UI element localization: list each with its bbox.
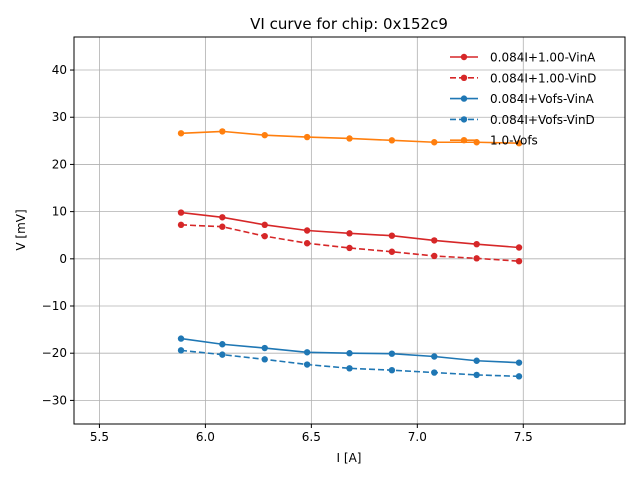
- data-point: [219, 128, 226, 135]
- data-point: [431, 237, 438, 244]
- series-line: [180, 349, 520, 378]
- data-point: [473, 357, 480, 364]
- data-point: [515, 139, 523, 147]
- data-point: [388, 366, 396, 374]
- data-point: [473, 371, 480, 379]
- data-point: [261, 344, 268, 352]
- legend-marker: [460, 53, 468, 61]
- data-point: [515, 257, 523, 265]
- legend-marker: [460, 116, 468, 123]
- data-point: [346, 135, 353, 142]
- x-tick-label: 7.0: [408, 430, 427, 444]
- data-point: [346, 244, 353, 252]
- legend-label: 0.084I+1.00-VinD: [490, 71, 596, 85]
- data-point: [346, 230, 353, 237]
- data-point: [219, 223, 226, 230]
- data-point: [303, 240, 311, 247]
- data-point: [219, 214, 226, 221]
- data-point: [515, 373, 523, 380]
- x-tick-label: 6.5: [302, 430, 321, 444]
- legend-marker: [460, 137, 468, 144]
- legend-label: 1.0-Vofs: [490, 134, 538, 148]
- legend-marker: [460, 95, 468, 102]
- data-point: [303, 227, 311, 234]
- data-point: [515, 359, 523, 366]
- data-point: [303, 349, 311, 356]
- data-point: [261, 232, 268, 240]
- y-tick-label: −20: [42, 346, 67, 360]
- data-point: [473, 255, 480, 262]
- data-point: [177, 130, 185, 137]
- data-point: [515, 244, 523, 251]
- legend: 0.084I+1.00-VinA 0.084I+1.00-VinD 0.084I+V…: [450, 51, 596, 148]
- data-point: [388, 137, 396, 144]
- y-tick-label: 30: [52, 110, 67, 124]
- legend-label: 0.084I+1.00-VinA: [490, 51, 596, 65]
- x-axis-label: I [A]: [337, 451, 362, 465]
- data-point: [473, 240, 480, 248]
- x-tick-label: 6.0: [196, 430, 215, 444]
- data-point: [177, 221, 185, 229]
- data-point: [219, 341, 226, 348]
- data-point: [346, 350, 353, 357]
- legend-label: 0.084I+Vofs-VinD: [490, 113, 595, 127]
- data-point: [303, 361, 311, 368]
- data-point: [431, 353, 438, 360]
- x-tick-label: 5.5: [90, 430, 109, 444]
- y-tick-label: 10: [52, 205, 67, 219]
- y-tick-label: −30: [42, 393, 67, 407]
- data-point: [177, 347, 185, 354]
- data-point: [261, 221, 268, 229]
- plot-frame: [73, 36, 626, 425]
- data-point: [388, 350, 396, 357]
- series-line: [180, 211, 520, 249]
- data-point: [261, 131, 268, 139]
- data-point: [346, 365, 353, 372]
- y-axis-label: V [mV]: [14, 209, 28, 250]
- series-line: [180, 224, 520, 262]
- y-tick-label: 40: [52, 63, 67, 77]
- legend-label: 0.084I+Vofs-VinA: [490, 92, 595, 106]
- data-point: [177, 335, 185, 342]
- data-point: [431, 139, 438, 146]
- data-point: [177, 209, 185, 216]
- data-point: [388, 248, 396, 255]
- y-tick-label: 20: [52, 157, 67, 171]
- data-point: [219, 351, 226, 358]
- x-tick-label: 7.5: [514, 430, 533, 444]
- data-point: [431, 252, 438, 260]
- y-tick-label: 0: [59, 252, 67, 266]
- legend-marker: [460, 74, 468, 82]
- data-point: [303, 133, 311, 141]
- chart-title: VI curve for chip: 0x152c9: [250, 15, 448, 33]
- y-tick-label: −10: [42, 299, 67, 313]
- data-point: [261, 356, 268, 363]
- data-point: [388, 232, 396, 239]
- data-point: [431, 369, 438, 376]
